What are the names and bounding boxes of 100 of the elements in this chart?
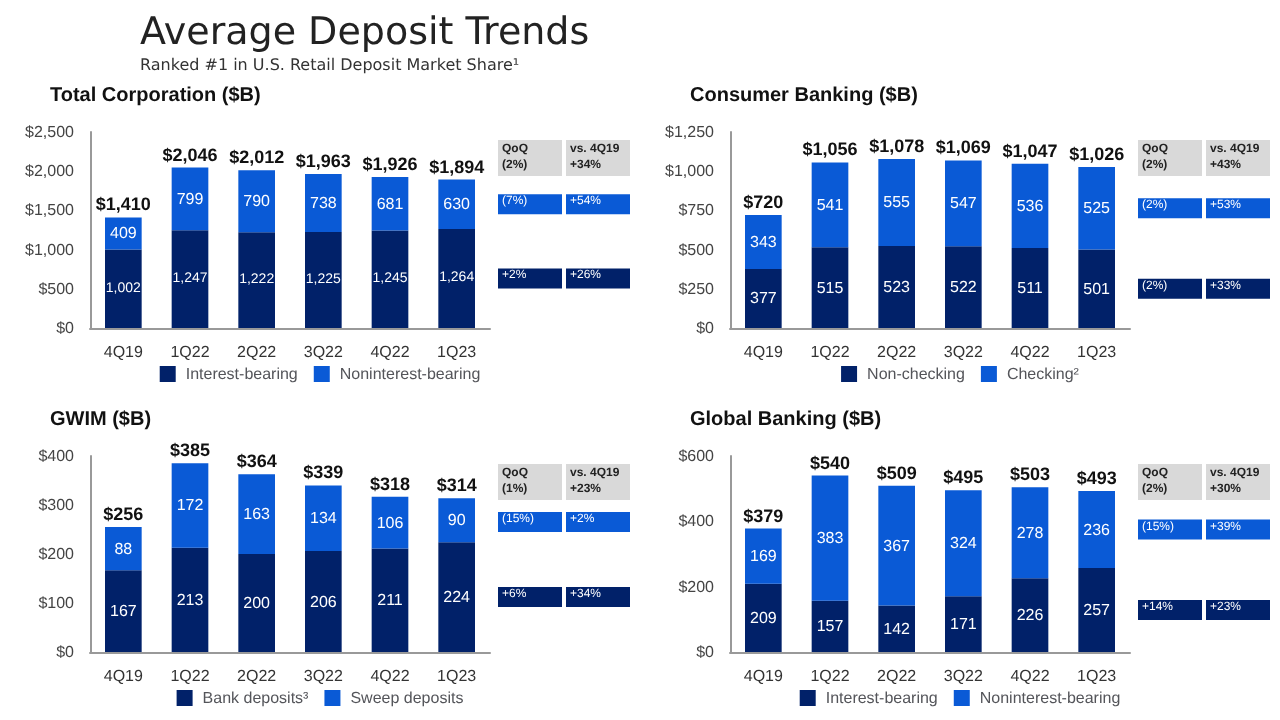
data-label: 681	[376, 194, 405, 213]
x-tick-label: 2Q22	[877, 343, 918, 361]
data-label: 541	[816, 195, 845, 214]
bar	[745, 268, 782, 328]
bar	[745, 215, 782, 269]
y-tick-label: $500	[678, 240, 716, 259]
data-label: 169	[749, 547, 778, 566]
data-label: 142	[883, 619, 912, 638]
total-label: $1,963	[295, 151, 351, 172]
total-label: $2,046	[162, 144, 218, 165]
bar	[171, 463, 209, 548]
y-tick-label: $750	[678, 201, 716, 220]
data-label: 324	[949, 534, 978, 553]
data-label: 547	[949, 194, 978, 213]
x-tick-label: 1Q23	[437, 343, 478, 361]
total-label: $385	[169, 440, 211, 461]
total-label: $1,894	[429, 156, 485, 177]
data-label: 278	[1016, 523, 1045, 542]
bar	[438, 228, 475, 328]
bar	[811, 162, 849, 248]
legend-label: Interest-bearing	[185, 365, 298, 383]
bar	[305, 485, 342, 552]
y-tick-label: $1,000	[25, 240, 76, 259]
bar	[878, 158, 915, 246]
x-tick-label: 1Q23	[1077, 667, 1118, 685]
bar	[105, 249, 142, 328]
bar	[238, 554, 275, 652]
x-tick-label: 1Q22	[810, 343, 851, 361]
bar	[1078, 167, 1115, 250]
x-tick-label: 2Q22	[877, 667, 918, 685]
bar	[371, 548, 409, 652]
data-label: 257	[1083, 601, 1112, 620]
text: Ranked #1 in U.S. Retail Deposit Market Share¹	[140, 56, 522, 74]
data-label: 511	[1017, 278, 1044, 297]
x-tick-label: 3Q22	[943, 667, 984, 685]
bar	[1011, 163, 1049, 248]
y-tick-label: $400	[678, 512, 716, 531]
data-label: 790	[243, 192, 272, 211]
bar	[945, 596, 982, 652]
total-label: $720	[743, 192, 784, 213]
y-tick-label: $0	[696, 319, 716, 337]
bar	[745, 583, 782, 652]
chart-title: Global Banking ($B)	[690, 409, 882, 431]
data-label: 236	[1083, 520, 1112, 539]
data-label: 630	[443, 195, 472, 214]
bar	[811, 600, 849, 652]
data-label: 171	[949, 615, 978, 634]
bar	[171, 230, 209, 328]
bar	[1011, 578, 1049, 652]
total-label: $1,056	[802, 139, 858, 160]
x-tick-label: 1Q22	[810, 667, 851, 685]
bar	[105, 527, 142, 571]
bar	[438, 542, 475, 652]
y-tick-label: $250	[678, 279, 716, 298]
data-label: 555	[883, 193, 912, 212]
data-label: 90	[447, 511, 467, 530]
y-tick-label: $0	[56, 319, 76, 337]
x-tick-label: 4Q22	[1010, 667, 1051, 685]
total-label: $495	[943, 467, 984, 488]
data-label: 157	[816, 617, 845, 636]
y-tick-label: $100	[38, 594, 76, 612]
bar	[305, 551, 342, 652]
data-label: 515	[816, 278, 845, 297]
total-label: $1,047	[1002, 140, 1058, 161]
bar	[1078, 568, 1115, 652]
bar	[238, 170, 275, 233]
bar	[1078, 490, 1115, 569]
y-tick-label: $300	[38, 496, 76, 514]
total-label: $339	[303, 462, 344, 483]
bar	[945, 246, 982, 328]
bar	[171, 547, 209, 652]
data-label: 522	[949, 278, 978, 297]
bar	[1011, 247, 1049, 328]
y-tick-label: $0	[696, 643, 716, 661]
data-label: 799	[176, 189, 205, 208]
x-tick-label: 4Q22	[1010, 343, 1051, 361]
legend-label: Checking²	[1006, 365, 1080, 383]
total-label: $2,012	[229, 147, 285, 168]
total-label: $379	[743, 505, 784, 526]
data-label: 88	[114, 539, 134, 558]
bar	[238, 474, 275, 554]
bar	[371, 230, 409, 328]
x-tick-label: 4Q19	[743, 343, 784, 361]
y-tick-label: $400	[38, 447, 76, 465]
bar	[305, 231, 342, 328]
total-label: $509	[876, 462, 917, 483]
total-label: $318	[369, 473, 411, 494]
x-tick-label: 4Q19	[743, 667, 784, 685]
y-tick-label: $600	[678, 447, 716, 465]
data-label: 200	[243, 594, 272, 612]
bar	[438, 498, 475, 543]
x-tick-label: 1Q22	[170, 667, 211, 685]
bar	[945, 490, 982, 597]
bar	[811, 475, 849, 601]
total-label: $256	[103, 504, 144, 525]
bar	[238, 232, 275, 328]
y-tick-label: $2,500	[25, 123, 76, 141]
data-label: 213	[176, 590, 205, 609]
bar	[878, 485, 915, 606]
chart-title: Total Corporation ($B)	[50, 85, 261, 107]
